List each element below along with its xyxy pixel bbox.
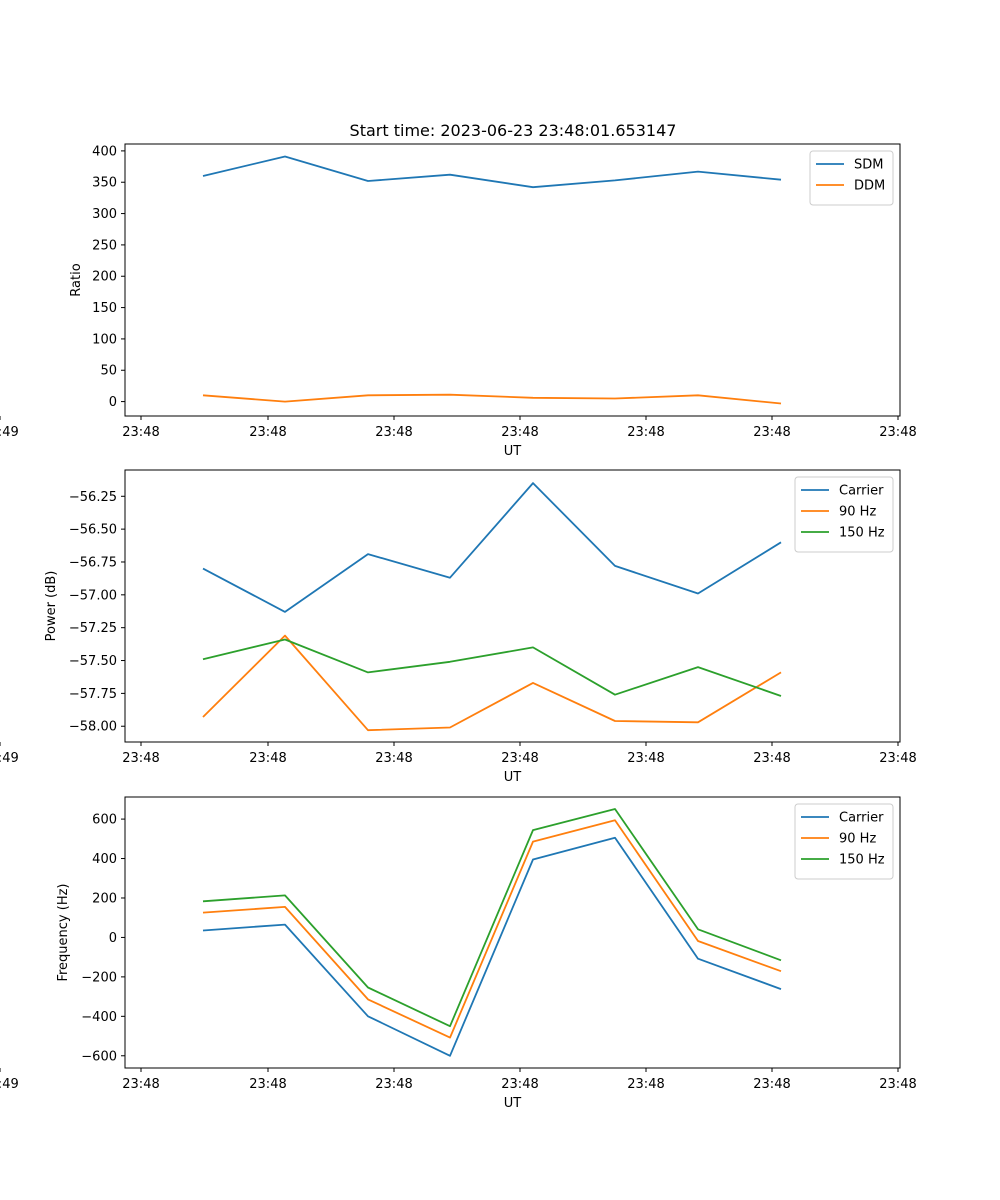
x-axis-label: UT [504,770,522,785]
y-tick-label: −58.00 [69,720,117,735]
y-tick-label: 400 [92,144,117,159]
y-axis-label: Frequency (Hz) [56,883,71,981]
x-tick-label: 23:49 [0,751,19,766]
subplot-3: 23:48 23:48 23:48 23:48 23:48 23:48 23:48 23:49… [0,796,917,1111]
y-tick-label: −57.25 [69,621,117,636]
x-tick-label: 23:48 [501,1077,538,1092]
x-tick-label: 23:48 [627,425,664,440]
series-line-carrier [202,836,782,1057]
y-tick-label: 300 [92,207,117,222]
y-tick-label: −57.50 [69,654,117,669]
series-line-90-hz [202,634,782,732]
plot-frame [124,469,901,743]
y-tick-label: −56.75 [69,555,117,570]
y-tick-label: 200 [92,270,117,285]
x-axis-label: UT [504,444,522,459]
x-tick-label: 23:48 [122,1077,159,1092]
plot-frame [124,143,901,417]
series-line-ddm [202,393,782,405]
y-tick-label: 600 [92,813,117,828]
y-tick-label: 0 [109,395,117,410]
y-tick-label: 350 [92,176,117,191]
series-line-sdm [202,155,782,189]
plot-frame [124,796,901,1069]
legend-label: Carrier [839,811,884,826]
x-tick-label: 23:48 [375,1077,412,1092]
y-tick-label: −56.50 [69,523,117,538]
x-tick-label: 23:48 [879,1077,916,1092]
y-axis-label: Power (dB) [44,571,59,642]
subplot-2: 23:48 23:48 23:48 23:48 23:48 23:48 23:48 23:49… [0,469,917,785]
y-tick-label: −57.75 [69,687,117,702]
y-tick-label: −57.00 [69,588,117,603]
x-tick-label: 23:49 [0,1077,19,1092]
y-tick-label: 50 [100,364,117,379]
series-line-150-hz [202,638,782,697]
series-line-90-hz [202,819,782,1039]
y-tick-label: 0 [109,931,117,946]
x-tick-label: 23:48 [501,751,538,766]
x-tick-label: 23:48 [627,751,664,766]
legend [794,803,894,880]
x-tick-label: 23:49 [0,425,19,440]
x-tick-label: 23:48 [879,751,916,766]
legend-label: 90 Hz [839,832,876,847]
x-tick-label: 23:48 [753,1077,790,1092]
y-axis-label: Ratio [69,263,84,296]
x-tick-label: 23:48 [879,425,916,440]
x-tick-label: 23:48 [375,751,412,766]
y-tick-label: −400 [81,1010,117,1025]
y-tick-label: 100 [92,332,117,347]
y-tick-label: 200 [92,891,117,906]
x-tick-label: 23:48 [375,425,412,440]
legend-label: SDM [854,158,883,173]
y-tick-label: 250 [92,238,117,253]
y-tick-label: −200 [81,970,117,985]
y-tick-label: −56.25 [69,490,117,505]
y-tick-label: 150 [92,301,117,316]
x-tick-label: 23:48 [249,751,286,766]
legend [794,476,894,553]
series-line-150-hz [202,808,782,1028]
legend-label: 150 Hz [839,526,885,541]
legend-label: 150 Hz [839,853,885,868]
x-tick-label: 23:48 [627,1077,664,1092]
y-tick-label: 400 [92,852,117,867]
x-tick-label: 23:48 [753,425,790,440]
x-tick-label: 23:48 [753,751,790,766]
x-tick-label: 23:48 [122,751,159,766]
series-line-carrier [202,482,782,613]
chart-title: Start time: 2023-06-23 23:48:01.653147 [350,121,677,140]
x-tick-label: 23:48 [249,425,286,440]
y-tick-label: −600 [81,1049,117,1064]
legend-label: 90 Hz [839,505,876,520]
subplot-1: 23:48 23:48 23:48 23:48 23:48 23:48 23:48 23:49… [0,143,917,459]
legend-label: Carrier [839,484,884,499]
x-tick-label: 23:48 [122,425,159,440]
x-tick-label: 23:48 [501,425,538,440]
x-axis-label: UT [504,1096,522,1111]
x-tick-label: 23:48 [249,1077,286,1092]
legend-label: DDM [854,179,885,194]
